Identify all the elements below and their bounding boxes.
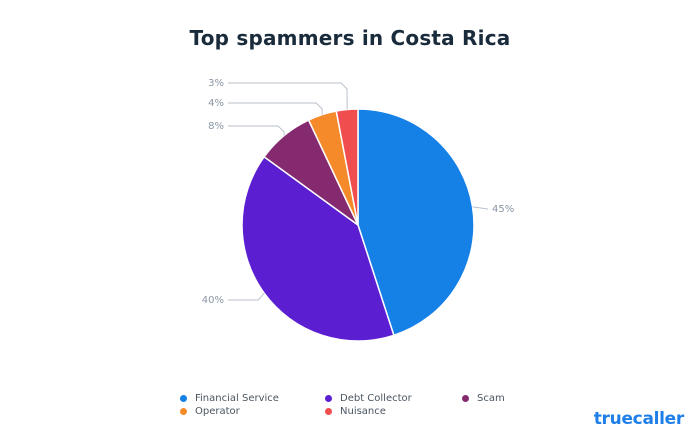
slice-financial-service[interactable] <box>357 108 475 337</box>
legend-item-scam[interactable]: Scam <box>462 393 505 404</box>
legend-label-operator: Operator <box>195 406 240 417</box>
legend-dot-financial-service <box>180 395 187 402</box>
slice-nuisance[interactable] <box>335 108 359 226</box>
leader-lines <box>228 82 489 301</box>
data-label-debt-collector: 40% <box>202 295 224 306</box>
chart-title: Top spammers in Costa Rica <box>189 26 511 50</box>
legend-label-nuisance: Nuisance <box>340 406 386 417</box>
legend-item-financial-service[interactable]: Financial Service <box>180 393 279 404</box>
leader-line-debt-collector <box>228 292 265 301</box>
legend-dot-scam <box>462 395 469 402</box>
legend-item-operator[interactable]: Operator <box>180 406 240 417</box>
leader-line-nuisance <box>228 82 348 110</box>
slice-debt-collector[interactable] <box>241 155 395 342</box>
data-label-scam: 8% <box>208 121 224 132</box>
legend-dot-debt-collector <box>325 395 332 402</box>
legend-dot-nuisance <box>325 408 332 415</box>
slice-labels: 45% 40% 8% 4% 3% <box>202 78 514 306</box>
leader-line-scam <box>228 125 285 136</box>
leader-line-financial-service <box>472 206 489 210</box>
legend-item-debt-collector[interactable]: Debt Collector <box>325 393 412 404</box>
legend-label-debt-collector: Debt Collector <box>340 393 412 404</box>
legend-dot-operator <box>180 408 187 415</box>
legend-item-nuisance[interactable]: Nuisance <box>325 406 386 417</box>
data-label-operator: 4% <box>208 98 224 109</box>
leader-line-operator <box>228 102 323 115</box>
legend-label-financial-service: Financial Service <box>195 393 279 404</box>
legend-label-scam: Scam <box>477 393 505 404</box>
pie-slices <box>241 108 475 342</box>
truecaller-logo: truecaller <box>593 409 685 429</box>
data-label-nuisance: 3% <box>208 78 224 89</box>
data-label-financial-service: 45% <box>492 204 514 215</box>
